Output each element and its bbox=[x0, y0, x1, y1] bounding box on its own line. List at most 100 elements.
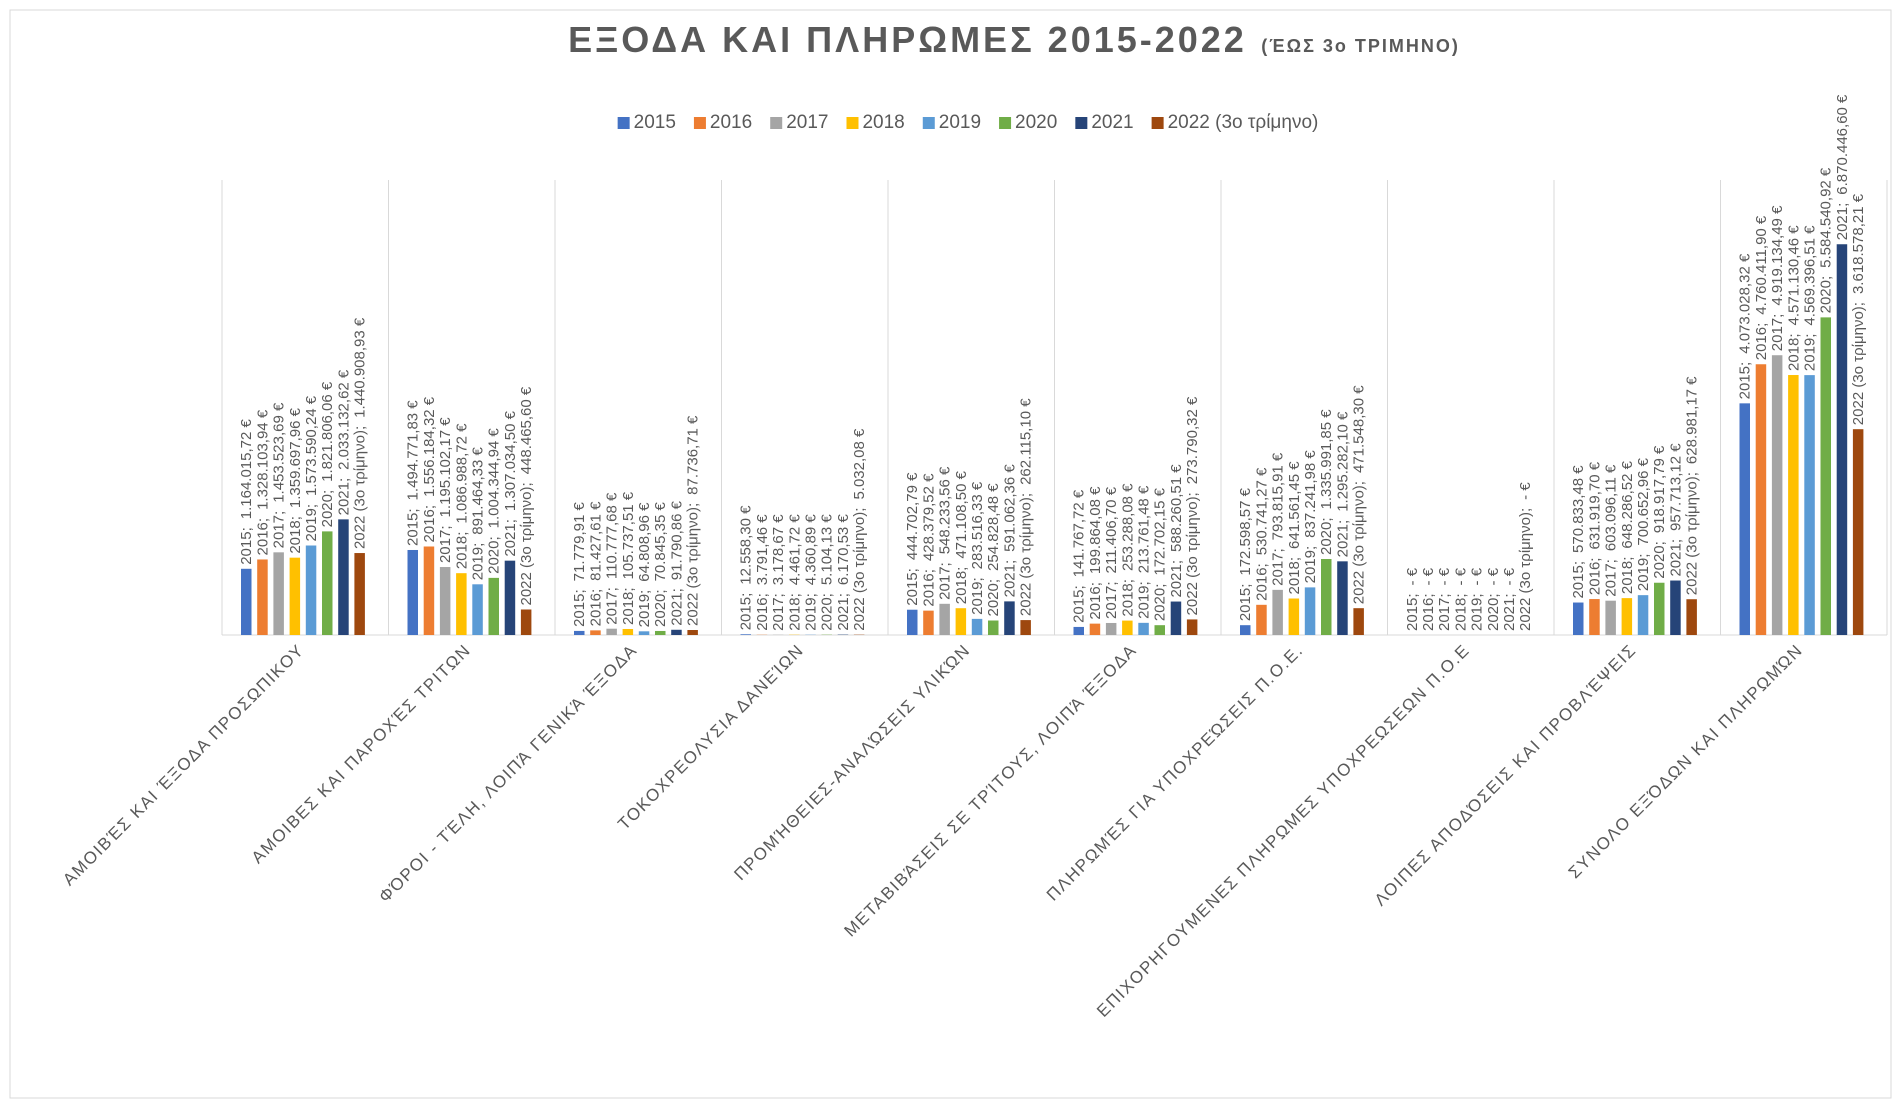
data-label: 2016; 4.760.411,90 € bbox=[1753, 215, 1770, 360]
bar bbox=[971, 618, 983, 635]
legend-swatch bbox=[1151, 117, 1164, 129]
data-label-separator: ; bbox=[1318, 517, 1335, 521]
data-label-value: 641.561,45 € bbox=[1286, 461, 1303, 549]
data-label-value: 87.736,71 € bbox=[685, 415, 702, 495]
bar bbox=[1256, 604, 1267, 635]
legend-swatch bbox=[1075, 117, 1088, 129]
bar bbox=[1105, 622, 1117, 635]
bar bbox=[574, 630, 585, 635]
data-label-series: 2018 bbox=[1785, 338, 1802, 371]
legend-label: 2016 bbox=[710, 112, 752, 133]
data-label-separator: ; bbox=[502, 519, 519, 523]
data-label-series: 2022 (3ο τρίμηνο) bbox=[851, 512, 868, 631]
data-label: 2022 (3ο τρίμηνο); 262.115,10 € bbox=[1018, 398, 1035, 616]
data-label-series: 2022 (3ο τρίμηνο) bbox=[518, 486, 535, 605]
data-label-value: 1.086.988,72 € bbox=[453, 423, 470, 524]
data-label: 2019; 891.464,33 € bbox=[470, 447, 487, 581]
data-label: 2021; 1.295.282,10 € bbox=[1334, 411, 1351, 557]
data-label-value: 957.713,12 € bbox=[1667, 443, 1684, 531]
bar bbox=[305, 545, 317, 635]
bar bbox=[1788, 375, 1799, 635]
data-label-value: 262.115,10 € bbox=[1018, 398, 1035, 485]
bar bbox=[638, 631, 650, 635]
data-label-separator: ; bbox=[1517, 508, 1534, 512]
data-label-value: 1.440.908,93 € bbox=[352, 317, 369, 418]
data-label: 2021; 2.033.132,62 € bbox=[335, 369, 352, 515]
legend-swatch bbox=[922, 117, 935, 129]
bar bbox=[289, 557, 301, 635]
data-label-value: - € bbox=[1501, 567, 1518, 585]
data-label-value: 172.598,57 € bbox=[1237, 487, 1254, 575]
data-label-series: 2020 bbox=[1485, 598, 1502, 631]
data-label-value: 837.241,98 € bbox=[1302, 450, 1319, 538]
bar bbox=[1686, 599, 1697, 635]
data-label-series: 2018 bbox=[1119, 583, 1136, 616]
data-label-series: 2020 bbox=[1651, 545, 1668, 578]
data-label-separator: ; bbox=[685, 503, 702, 507]
bar bbox=[1670, 580, 1681, 635]
data-label-value: 793.815,91 € bbox=[1270, 452, 1287, 540]
data-label-value: 448.465,60 € bbox=[518, 386, 535, 474]
chart-title: ΕΞΟΔΑ ΚΑΙ ΠΛΗΡΩΜΕΣ 2015-2022 bbox=[568, 19, 1247, 60]
data-label: 2018; 1.359.697,96 € bbox=[287, 407, 304, 553]
data-label: 2019; 4.360,89 € bbox=[803, 514, 820, 631]
data-label-value: 1.164.015,72 € bbox=[238, 418, 255, 519]
bar bbox=[1852, 429, 1864, 635]
data-label-series: 2022 (3ο τρίμηνο) bbox=[685, 507, 702, 626]
data-label-series: 2016 bbox=[1586, 562, 1603, 595]
data-label-series: 2021 bbox=[668, 592, 685, 625]
data-label-value: 3.791,46 € bbox=[754, 514, 771, 586]
data-label-value: 71.779,91 € bbox=[571, 501, 588, 581]
data-label-separator: ; bbox=[754, 593, 771, 597]
data-label-separator: ; bbox=[1684, 472, 1701, 476]
data-label: 2016; 3.791,46 € bbox=[754, 514, 771, 631]
data-label-series: 2018 bbox=[1286, 561, 1303, 594]
data-label-series: 2015 bbox=[571, 594, 588, 627]
data-label-separator: ; bbox=[470, 543, 487, 547]
data-label-series: 2022 (3ο τρίμηνο) bbox=[1850, 306, 1867, 425]
data-label: 2018; 648.286,52 € bbox=[1619, 460, 1636, 594]
chart-subtitle: (ΈΩΣ 3ο ΤΡΙΜΗΝΟ) bbox=[1261, 36, 1460, 56]
data-label-value: - € bbox=[1485, 567, 1502, 585]
data-label-value: 5.032,08 € bbox=[851, 428, 868, 500]
data-label-value: 548.233,56 € bbox=[937, 466, 954, 554]
data-label-separator: ; bbox=[1152, 584, 1169, 588]
data-label-separator: ; bbox=[1103, 581, 1120, 585]
data-label-separator: ; bbox=[518, 482, 535, 486]
bar bbox=[456, 573, 467, 635]
bar bbox=[1755, 364, 1767, 635]
bar bbox=[257, 559, 268, 635]
data-label-value: 5.104,13 € bbox=[819, 514, 836, 586]
data-label-series: 2020 bbox=[819, 597, 836, 630]
data-label-value: 471.108,50 € bbox=[953, 470, 970, 558]
data-label-separator: ; bbox=[437, 525, 454, 529]
bar bbox=[1186, 619, 1198, 635]
data-label-value: 570.833,48 € bbox=[1570, 465, 1587, 553]
data-label-series: 2015 bbox=[405, 513, 422, 546]
data-label-series: 2019 bbox=[1302, 550, 1319, 583]
data-label-series: 2016 bbox=[1753, 327, 1770, 360]
data-label: 2022 (3ο τρίμηνο); 3.618.578,21 € bbox=[1850, 193, 1867, 425]
data-label-series: 2017 bbox=[271, 515, 288, 548]
bar bbox=[671, 629, 682, 635]
data-label-value: 603.096,11 € bbox=[1603, 464, 1620, 551]
data-label-value: 444.702,79 € bbox=[904, 472, 921, 560]
bar bbox=[1820, 317, 1831, 635]
bar bbox=[1804, 375, 1815, 635]
data-label: 2022 (3ο τρίμηνο); 1.440.908,93 € bbox=[352, 317, 369, 549]
data-label-separator: ; bbox=[453, 532, 470, 536]
data-label-series: 2020 bbox=[652, 594, 669, 627]
data-label-series: 2015 bbox=[238, 531, 255, 564]
data-label-value: 273.790,32 € bbox=[1184, 396, 1201, 484]
data-label-series: 2019 bbox=[636, 594, 653, 627]
data-label-separator: ; bbox=[571, 589, 588, 593]
data-label-value: 1.295.282,10 € bbox=[1334, 411, 1351, 512]
data-label: 2020; 918.917,79 € bbox=[1651, 445, 1668, 579]
data-label: 2017; 793.815,91 € bbox=[1270, 452, 1287, 586]
data-label-series: 2022 (3ο τρίμηνο) bbox=[1517, 512, 1534, 631]
data-label-value: 1.359.697,96 € bbox=[287, 407, 304, 508]
data-label-separator: ; bbox=[937, 562, 954, 566]
data-label-separator: ; bbox=[1452, 593, 1469, 597]
bar bbox=[1240, 625, 1251, 635]
data-label-value: 1.335.991,85 € bbox=[1318, 409, 1335, 510]
